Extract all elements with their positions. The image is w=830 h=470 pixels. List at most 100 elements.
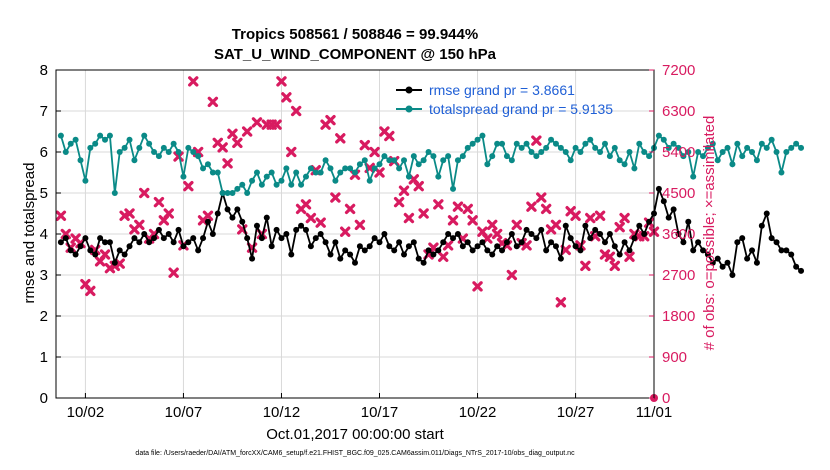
rmse-point	[317, 231, 324, 237]
rmse-point	[366, 243, 373, 250]
y-tick-label-left: 3	[40, 267, 48, 284]
assimilated-point-stroke	[521, 240, 532, 251]
rmse-point	[587, 235, 594, 242]
rmse-point	[773, 239, 780, 246]
totalspread-point	[204, 161, 211, 168]
totalspread-point	[332, 177, 339, 184]
totalspread-point	[734, 140, 741, 147]
rmse-point	[719, 263, 726, 270]
assimilated-point-stroke	[359, 139, 371, 151]
rmse-point	[479, 239, 486, 246]
assimilated-point	[487, 219, 498, 231]
assimilated-point-stroke	[506, 269, 518, 281]
assimilated-point-stroke	[413, 180, 424, 192]
totalspread-point	[753, 157, 760, 164]
rmse-point	[77, 243, 84, 250]
totalspread-point	[552, 140, 559, 147]
legend-label-totalspread: totalspread grand pr = 5.9135	[429, 101, 613, 117]
rmse-point	[508, 231, 515, 237]
y-tick-label-right: 2700	[662, 267, 695, 284]
assimilated-point-stroke	[374, 167, 385, 178]
totalspread-point	[307, 165, 314, 172]
rmse-point	[626, 247, 633, 254]
assimilated-point	[286, 146, 297, 158]
rmse-point	[778, 247, 785, 254]
assimilated-point	[276, 76, 287, 87]
assimilated-point-stroke	[207, 96, 219, 108]
rmse-point	[450, 235, 457, 242]
rmse-point	[425, 247, 432, 254]
assimilated-point	[232, 137, 243, 149]
assimilated-point-stroke	[251, 117, 263, 128]
assimilated-point	[374, 167, 385, 178]
assimilated-point	[594, 210, 606, 221]
totalspread-point	[106, 132, 113, 139]
rmse-point	[170, 239, 177, 246]
totalspread-point	[601, 140, 608, 147]
assimilated-point	[139, 187, 150, 199]
rmse-point	[611, 243, 618, 250]
rmse-point	[503, 239, 510, 246]
assimilated-point-stroke	[619, 212, 630, 224]
totalspread-point	[111, 190, 118, 196]
assimilated-point	[124, 208, 135, 219]
rmse-point	[72, 251, 79, 258]
rmse-point	[381, 231, 388, 237]
assimilated-point	[153, 196, 165, 208]
assimilated-point-stroke	[438, 251, 449, 262]
assimilated-point-stroke	[290, 105, 302, 117]
totalspread-point	[582, 140, 589, 147]
rmse-point	[548, 239, 555, 246]
assimilated-point	[624, 251, 635, 262]
totalspread-point	[798, 144, 805, 151]
assimilated-point	[555, 297, 567, 308]
totalspread-point	[567, 157, 574, 164]
assimilated-point	[330, 192, 341, 203]
assimilated-point	[526, 201, 537, 212]
totalspread-point	[695, 149, 702, 155]
x-tick-label: 10/12	[263, 404, 301, 421]
assimilated-point-stroke	[379, 126, 390, 137]
assimilated-point-stroke	[85, 285, 96, 297]
assimilated-point	[99, 249, 111, 260]
totalspread-point	[572, 144, 579, 151]
rmse-point	[494, 243, 501, 250]
totalspread-point	[459, 153, 466, 160]
totalspread-point	[214, 169, 221, 176]
assimilated-point	[271, 119, 282, 130]
rmse-point	[709, 259, 716, 266]
assimilated-point-stroke	[442, 240, 454, 251]
totalspread-point	[62, 149, 69, 155]
assimilated-point	[619, 212, 630, 224]
rmse-point	[601, 239, 608, 246]
assimilated-point	[300, 199, 312, 210]
assimilated-point-stroke	[526, 201, 537, 212]
totalspread-point	[474, 136, 481, 143]
totalspread-point	[616, 157, 623, 164]
x-tick-label: 10/07	[165, 404, 203, 421]
rmse-point	[97, 235, 104, 242]
rmse-point	[763, 210, 770, 217]
rmse-point	[557, 255, 564, 262]
grid-lines	[56, 69, 655, 399]
totalspread-point	[396, 165, 403, 172]
totalspread-point	[680, 153, 687, 160]
assimilated-point	[403, 212, 415, 224]
assimilated-point-stroke	[271, 119, 282, 130]
totalspread-point	[621, 161, 628, 168]
assimilated-point-stroke	[462, 203, 473, 215]
assimilated-point-stroke	[335, 133, 346, 144]
y-tick-label-right: 3600	[662, 226, 695, 243]
chart-subtitle: SAT_U_WIND_COMPONENT @ 150 hPa	[214, 46, 496, 63]
assimilated-point	[217, 142, 228, 153]
y-axis-label-left: rmse and totalspread	[21, 163, 38, 304]
assimilated-point-stroke	[222, 158, 233, 169]
totalspread-point	[415, 161, 422, 168]
assimilated-point	[604, 251, 616, 262]
totalspread-point	[440, 157, 447, 164]
x-tick-label: 10/17	[361, 404, 399, 421]
assimilated-point-stroke	[119, 210, 130, 221]
totalspread-point	[239, 181, 246, 188]
assimilated-point	[207, 96, 219, 108]
assimilated-point	[168, 267, 179, 278]
